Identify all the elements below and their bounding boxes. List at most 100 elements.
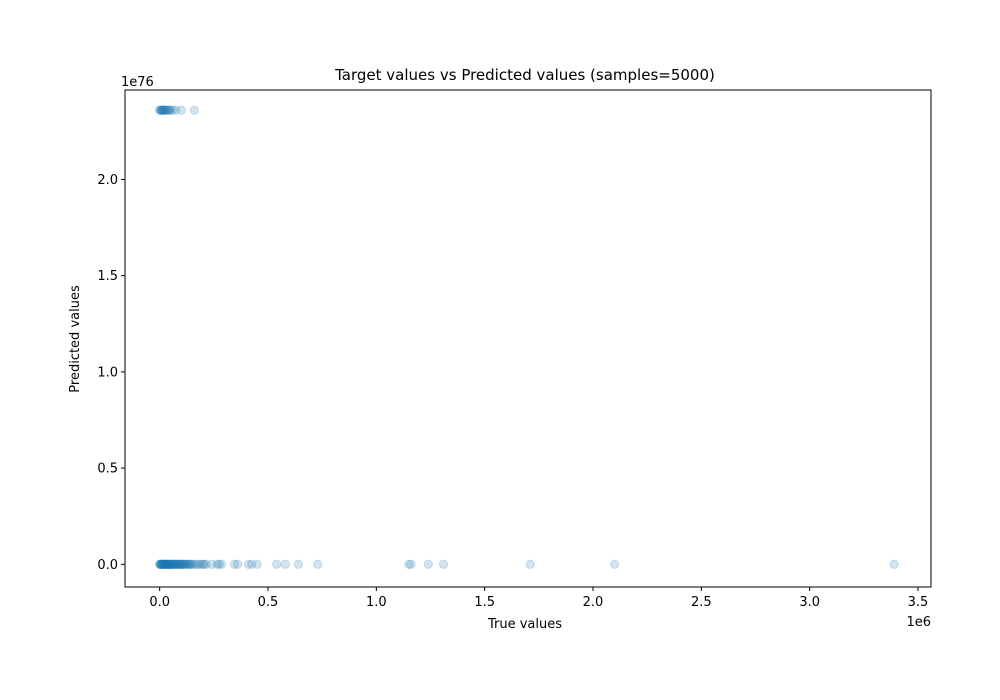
y-ticks: 0.0 0.5 1.0 1.5 2.0: [97, 173, 125, 573]
data-point: [177, 559, 187, 569]
data-point: [404, 559, 414, 569]
data-point: [165, 559, 175, 569]
data-point: [243, 559, 254, 569]
data-point: [164, 105, 175, 115]
data-point: [158, 105, 168, 115]
data-point: [196, 559, 206, 569]
data-point: [154, 559, 165, 569]
data-point: [178, 559, 188, 569]
data-point: [171, 105, 181, 115]
data-point: [176, 559, 187, 569]
y-tick-label: 1.0: [97, 365, 118, 380]
data-point: [175, 559, 186, 569]
y-tick-label: 2.0: [97, 173, 118, 188]
data-point: [155, 559, 166, 569]
data-point: [185, 559, 195, 569]
data-point: [161, 559, 171, 569]
data-point: [162, 105, 172, 115]
data-point: [216, 559, 227, 569]
data-point: [160, 559, 171, 569]
data-point: [159, 559, 169, 569]
data-point: [164, 559, 175, 569]
data-point: [201, 559, 211, 569]
data-point: [160, 559, 170, 569]
data-point: [161, 559, 172, 569]
data-point: [156, 559, 166, 569]
data-point: [174, 559, 185, 569]
data-point: [198, 559, 208, 569]
data-point: [293, 559, 304, 569]
data-point: [189, 559, 200, 569]
data-point: [164, 559, 174, 569]
y-axis-label: Predicted values: [68, 285, 83, 393]
data-point: [280, 559, 291, 569]
data-point: [193, 559, 204, 569]
data-point: [156, 105, 166, 115]
data-point: [165, 105, 176, 115]
data-point: [889, 559, 899, 569]
data-point: [168, 559, 179, 569]
data-point: [229, 559, 240, 569]
data-point: [167, 105, 178, 115]
data-point: [180, 559, 191, 569]
data-point: [176, 105, 187, 115]
data-point: [271, 559, 282, 569]
data-point: [247, 559, 257, 569]
data-point: [170, 559, 181, 569]
x-tick-label: 3.0: [799, 595, 820, 610]
x-offset-label: 1e6: [906, 615, 931, 630]
data-point: [191, 559, 202, 569]
data-point: [170, 559, 180, 569]
x-tick-label: 1.5: [474, 595, 495, 610]
data-point: [182, 559, 192, 569]
data-point: [172, 559, 182, 569]
data-point: [423, 559, 434, 569]
data-point: [163, 105, 174, 115]
data-point: [166, 559, 176, 569]
data-point: [161, 105, 171, 115]
data-point: [184, 559, 194, 569]
data-point: [174, 559, 184, 569]
data-point: [164, 559, 174, 569]
data-point: [206, 559, 217, 569]
data-point: [609, 559, 620, 569]
data-point: [214, 559, 224, 569]
data-point: [163, 559, 174, 569]
data-point: [159, 559, 170, 569]
data-point: [165, 559, 176, 569]
y-offset-label: 1e76: [121, 75, 154, 90]
data-point: [173, 559, 183, 569]
data-point: [168, 559, 178, 569]
x-tick-label: 2.0: [583, 595, 604, 610]
y-tick-label: 1.5: [97, 269, 118, 284]
data-point: [167, 559, 177, 569]
data-point: [156, 105, 167, 115]
data-point: [160, 105, 170, 115]
data-point: [161, 559, 171, 569]
data-point: [199, 559, 209, 569]
data-point: [157, 559, 167, 569]
data-point: [158, 559, 168, 569]
chart-title: Target values vs Predicted values (sampl…: [334, 66, 715, 84]
data-point: [183, 559, 193, 569]
x-tick-label: 0.5: [258, 595, 279, 610]
data-point: [525, 559, 535, 569]
data-point: [252, 559, 262, 569]
data-point: [406, 559, 416, 569]
x-ticks: 0.0 0.5 1.0 1.5 2.0 2.5 3.0 3.5: [149, 587, 928, 610]
data-point: [162, 559, 172, 569]
data-point: [189, 105, 200, 115]
data-point: [157, 559, 167, 569]
data-point: [155, 559, 165, 569]
axes-frame: [124, 89, 932, 588]
data-point: [180, 559, 190, 569]
data-point: [179, 559, 189, 569]
data-point: [186, 559, 196, 569]
data-point: [158, 559, 168, 569]
data-point: [166, 559, 177, 569]
data-point: [171, 559, 181, 569]
data-point: [438, 559, 449, 569]
data-point: [163, 559, 173, 569]
